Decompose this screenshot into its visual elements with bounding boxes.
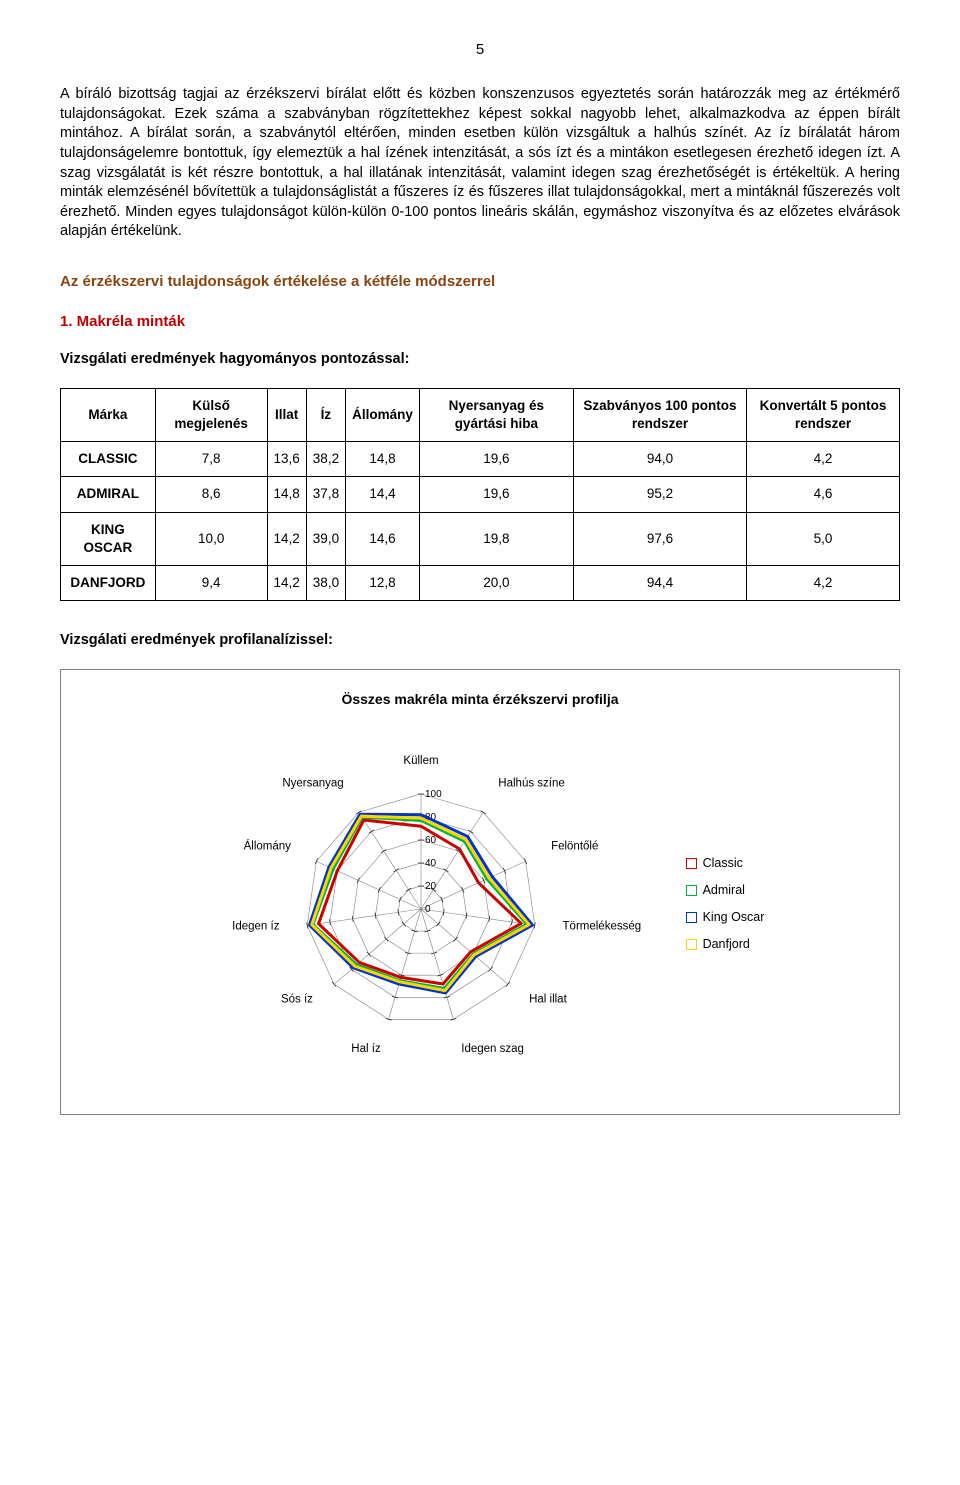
table-row: CLASSIC7,813,638,214,819,694,04,2 [61,442,900,477]
table-cell: 38,0 [306,566,345,601]
legend-item-king: King Oscar [686,909,765,926]
legend-swatch-danfjord [686,939,697,950]
table-cell: 94,4 [573,566,746,601]
table-header-cell: Nyersanyag és gyártási hiba [419,388,573,441]
page-number: 5 [60,40,900,60]
table-cell: 4,2 [747,566,900,601]
radar-chart-container: Összes makréla minta érzékszervi profilj… [60,669,900,1115]
table-cell: 14,6 [346,512,420,565]
table-row: ADMIRAL8,614,837,814,419,695,24,6 [61,477,900,512]
legend-item-danfjord: Danfjord [686,936,765,953]
radar-chart: 020406080100KüllemHalhús színeFelöntőléT… [196,724,646,1084]
subheading-1: 1. Makréla minták [60,312,900,332]
table-cell: 19,6 [419,442,573,477]
table-cell: DANFJORD [61,566,156,601]
table-header-cell: Konvertált 5 pontos rendszer [747,388,900,441]
svg-text:Nyersanyag: Nyersanyag [282,777,343,789]
svg-text:0: 0 [425,904,431,915]
table-cell: 8,6 [155,477,267,512]
table-cell: 10,0 [155,512,267,565]
table-cell: 95,2 [573,477,746,512]
legend-label-admiral: Admiral [703,882,745,899]
svg-text:Sós íz: Sós íz [281,993,313,1005]
table-cell: 12,8 [346,566,420,601]
results2-title: Vizsgálati eredmények profilanalízissel: [60,631,900,651]
svg-text:Idegen szag: Idegen szag [461,1043,524,1055]
legend-swatch-classic [686,858,697,869]
svg-text:Halhús színe: Halhús színe [498,777,564,789]
table-cell: 94,0 [573,442,746,477]
table-cell: 14,8 [267,477,306,512]
section-heading: Az érzékszervi tulajdonságok értékelése … [60,272,900,292]
legend-item-admiral: Admiral [686,882,765,899]
svg-text:Idegen íz: Idegen íz [232,920,280,932]
table-cell: 14,4 [346,477,420,512]
svg-text:Törmelékesség: Törmelékesség [562,920,641,932]
table-cell: ADMIRAL [61,477,156,512]
radar-chart-title: Összes makréla minta érzékszervi profilj… [81,690,879,709]
results-table: MárkaKülső megjelenésIllatÍzÁllományNyer… [60,388,900,602]
table-cell: 19,8 [419,512,573,565]
table-header-cell: Szabványos 100 pontos rendszer [573,388,746,441]
legend-item-classic: Classic [686,855,765,872]
svg-text:20: 20 [425,881,437,892]
svg-text:60: 60 [425,835,437,846]
table-cell: 37,8 [306,477,345,512]
svg-text:100: 100 [425,789,442,800]
table-header-cell: Illat [267,388,306,441]
table-cell: CLASSIC [61,442,156,477]
svg-text:Felöntőlé: Felöntőlé [551,840,598,852]
legend-swatch-king [686,912,697,923]
table-cell: 9,4 [155,566,267,601]
legend: Classic Admiral King Oscar Danfjord [686,845,765,963]
legend-label-king: King Oscar [703,909,765,926]
table-cell: 4,6 [747,477,900,512]
svg-text:Hal íz: Hal íz [351,1043,381,1055]
table-cell: 13,6 [267,442,306,477]
svg-text:Hal illat: Hal illat [529,993,568,1005]
table-cell: 38,2 [306,442,345,477]
table-cell: 14,2 [267,566,306,601]
table-cell: 19,6 [419,477,573,512]
table-cell: 14,8 [346,442,420,477]
table-header-cell: Íz [306,388,345,441]
table-header-cell: Márka [61,388,156,441]
table-header-cell: Külső megjelenés [155,388,267,441]
body-paragraph: A bíráló bizottság tagjai az érzékszervi… [60,85,900,242]
table-row: KING OSCAR10,014,239,014,619,897,65,0 [61,512,900,565]
legend-label-classic: Classic [703,855,743,872]
legend-swatch-admiral [686,885,697,896]
table-cell: 20,0 [419,566,573,601]
legend-label-danfjord: Danfjord [703,936,750,953]
svg-text:Állomány: Állomány [243,839,291,852]
results1-title: Vizsgálati eredmények hagyományos pontoz… [60,350,900,370]
table-cell: 7,8 [155,442,267,477]
table-cell: 97,6 [573,512,746,565]
table-cell: 14,2 [267,512,306,565]
table-header-cell: Állomány [346,388,420,441]
svg-text:40: 40 [425,858,437,869]
table-cell: 5,0 [747,512,900,565]
svg-text:Küllem: Küllem [403,755,438,767]
table-body: CLASSIC7,813,638,214,819,694,04,2ADMIRAL… [61,442,900,601]
table-cell: KING OSCAR [61,512,156,565]
body-paragraph-block: A bíráló bizottság tagjai az érzékszervi… [60,85,900,242]
table-cell: 39,0 [306,512,345,565]
table-cell: 4,2 [747,442,900,477]
table-row: DANFJORD9,414,238,012,820,094,44,2 [61,566,900,601]
table-header: MárkaKülső megjelenésIllatÍzÁllományNyer… [61,388,900,441]
